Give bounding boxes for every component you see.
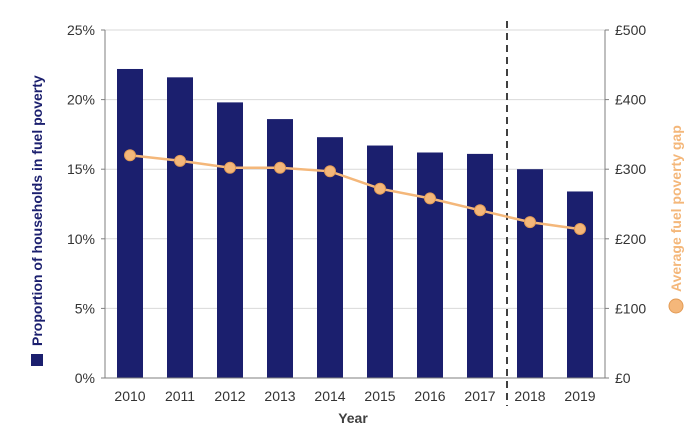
y-left-tick-label: 20% — [67, 92, 95, 108]
bar — [217, 102, 243, 378]
y-left-tick-label: 15% — [67, 161, 95, 177]
right-axis-title: Average fuel poverty gap — [668, 125, 684, 292]
bar-series — [117, 68, 593, 378]
x-tick-label: 2010 — [114, 388, 145, 404]
left-axis-title: Proportion of households in fuel poverty — [29, 75, 45, 346]
line-point — [474, 204, 486, 217]
x-tick-label: 2019 — [564, 388, 595, 404]
line-point — [274, 161, 286, 174]
x-tick-label: 2013 — [264, 388, 295, 404]
y-right-tick-label: £100 — [615, 300, 646, 316]
y-right-tick-label: £400 — [615, 92, 646, 108]
y-left-tick-label: 5% — [75, 300, 95, 316]
line-point — [424, 192, 436, 205]
x-tick-label: 2016 — [414, 388, 445, 404]
bar — [517, 169, 543, 378]
line-point — [524, 216, 536, 229]
left-axis-title-group: Proportion of households in fuel poverty — [29, 75, 45, 366]
bar — [167, 77, 193, 378]
tick-labels: 0% £0 5% £100 10% £200 15% £300 20% £400 25% £500 20… — [67, 22, 646, 404]
y-left-tick-label: 25% — [67, 22, 95, 38]
x-tick-label: 2015 — [364, 388, 395, 404]
y-right-tick-label: £300 — [615, 161, 646, 177]
y-right-tick-label: £200 — [615, 231, 646, 247]
line-point — [574, 223, 586, 236]
y-right-tick-label: £500 — [615, 22, 646, 38]
line-point — [224, 161, 236, 174]
bar — [367, 145, 393, 378]
x-tick-label: 2017 — [464, 388, 495, 404]
bar — [417, 152, 443, 378]
bar — [117, 68, 143, 378]
line-point — [174, 154, 186, 167]
left-legend-square — [31, 354, 43, 366]
x-tick-label: 2018 — [514, 388, 545, 404]
line-point — [324, 165, 336, 178]
bar — [467, 153, 493, 378]
x-tick-label: 2011 — [165, 388, 195, 404]
bar — [267, 119, 293, 378]
line-point — [374, 182, 386, 195]
right-axis-title-group: Average fuel poverty gap — [668, 125, 684, 314]
line-series — [124, 149, 586, 236]
right-legend-marker — [668, 298, 684, 314]
x-tick-label: 2012 — [214, 388, 245, 404]
axes — [101, 29, 609, 379]
line-point — [124, 149, 136, 162]
x-tick-label: 2014 — [314, 388, 345, 404]
bar — [317, 137, 343, 378]
y-left-tick-label: 0% — [75, 370, 95, 386]
y-left-tick-label: 10% — [67, 231, 95, 247]
bar — [567, 191, 593, 378]
x-axis-title: Year — [338, 410, 368, 426]
fuel-poverty-gap-line — [129, 154, 581, 231]
y-right-tick-label: £0 — [615, 370, 631, 386]
